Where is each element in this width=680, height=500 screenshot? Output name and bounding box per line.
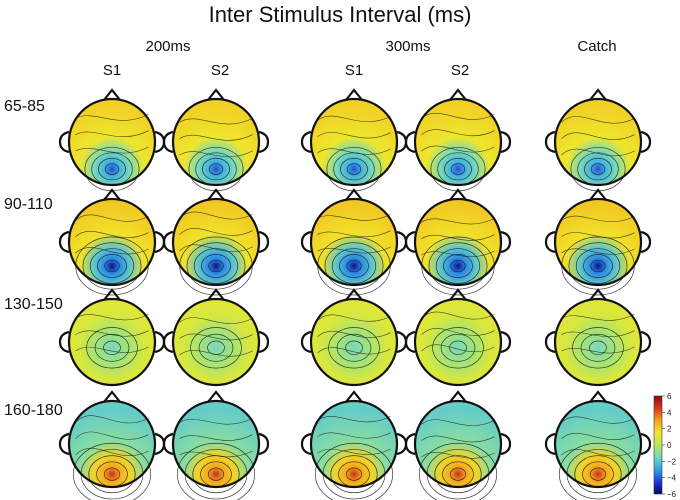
topomap-r1-c3 — [300, 88, 408, 192]
column-label-s2-300: S2 — [450, 62, 470, 79]
group-label-300ms: 300ms — [385, 38, 431, 55]
colorbar-tick-label: 4 — [667, 408, 672, 417]
topomap-r2-c2 — [162, 188, 270, 296]
topomap-r3-c4 — [404, 288, 512, 387]
topomap-r4-c4 — [404, 390, 512, 500]
topomap-r1-c2 — [162, 88, 270, 192]
topomap-r4-c5 — [544, 390, 652, 500]
column-label-s1-300: S1 — [344, 62, 364, 79]
column-label-s1-200: S1 — [102, 62, 122, 79]
topomap-r1-c5 — [544, 88, 652, 192]
topomap-r3-c2 — [162, 288, 270, 387]
topomap-r4-c3 — [300, 390, 408, 500]
topomap-r3-c5 — [544, 288, 652, 387]
column-label-s2-200: S2 — [210, 62, 230, 79]
topomap-r3-c3 — [300, 288, 408, 387]
row-label-160-180: 160-180 — [4, 402, 63, 419]
topomap-r2-c1 — [58, 188, 166, 296]
row-label-90-110: 90-110 — [4, 196, 53, 213]
figure-title: Inter Stimulus Interval (ms) — [208, 2, 472, 27]
topomap-r3-c1 — [58, 288, 166, 387]
colorbar-tick-label: −2 — [667, 457, 677, 466]
row-label-130-150: 130-150 — [4, 296, 63, 313]
colorbar-tick-label: 2 — [667, 425, 672, 434]
colorbar — [653, 395, 663, 495]
colorbar-tick-label: −6 — [667, 490, 677, 499]
row-label-65-85: 65-85 — [4, 98, 45, 115]
colorbar-tick-label: 0 — [667, 441, 672, 450]
topomap-r4-c2 — [162, 390, 270, 500]
colorbar-tick-label: 6 — [667, 392, 672, 401]
column-label-catch: Catch — [577, 38, 617, 55]
group-label-200ms: 200ms — [145, 38, 191, 55]
topomap-r2-c4 — [404, 188, 512, 296]
topomap-r2-c3 — [300, 188, 408, 296]
topomap-r1-c1 — [58, 88, 166, 192]
topomap-r1-c4 — [404, 88, 512, 192]
colorbar-tick-label: −4 — [667, 474, 677, 483]
topomap-r4-c1 — [58, 390, 166, 500]
topomap-r2-c5 — [544, 188, 652, 296]
